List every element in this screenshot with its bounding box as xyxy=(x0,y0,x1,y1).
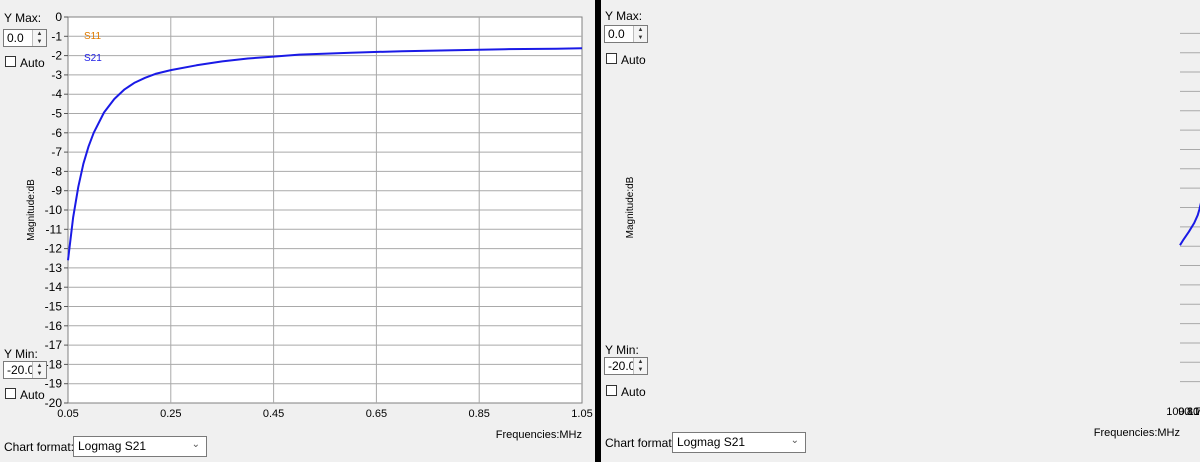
y-axis-label: Magnitude:dB xyxy=(625,176,636,238)
spin-down-icon[interactable]: ▼ xyxy=(36,371,43,377)
y-tick-label: -13 xyxy=(45,261,63,275)
spin-arrows[interactable]: ▲ ▼ xyxy=(32,362,46,378)
y-tick-label: -2 xyxy=(51,49,62,63)
x-axis-label: Frequencies:MHz xyxy=(1094,427,1180,439)
ymin-spinbox[interactable]: -20.0 ▲ ▼ xyxy=(604,357,648,375)
chart-format-dropdown[interactable]: Logmag S21 ⌄ xyxy=(73,436,207,457)
ymax-label: Y Max: xyxy=(4,11,42,25)
x-tick-label: 100.1 xyxy=(1166,406,1194,418)
spin-arrows[interactable]: ▲ ▼ xyxy=(32,30,46,46)
ymax-value: 0.0 xyxy=(7,31,24,45)
ymin-label: Y Min: xyxy=(4,347,38,361)
y-tick-label: -8 xyxy=(51,164,62,178)
auto-label-bottom: Auto xyxy=(20,388,45,402)
y-tick-label: -17 xyxy=(45,338,63,352)
spin-up-icon[interactable]: ▲ xyxy=(637,27,644,33)
chart-format-label: Chart format: xyxy=(4,440,75,454)
series-line-s21 xyxy=(67,47,583,261)
chart-format-label: Chart format: xyxy=(605,436,676,450)
legend-item-s21: S21 xyxy=(84,53,102,64)
x-tick-label: 0.45 xyxy=(263,408,284,420)
chart-format-value: Logmag S21 xyxy=(78,439,147,453)
auto-label-bottom: Auto xyxy=(621,385,646,399)
y-tick-label: -16 xyxy=(45,319,63,333)
ymin-label: Y Min: xyxy=(605,343,639,357)
y-tick-label: -10 xyxy=(45,203,63,217)
ymin-value: -20.0 xyxy=(7,363,35,377)
chart-plot-left: 0 -1 -2 -3 -4 -5 -6 -7 -8 -9 -10 -11 -12 -13 -14 -15 -16… xyxy=(26,10,593,441)
x-tick-label: 80.1 xyxy=(1187,406,1200,418)
ymax-value: 0.0 xyxy=(608,27,625,41)
auto-label-top: Auto xyxy=(621,53,646,67)
chart-format-value: Logmag S21 xyxy=(677,435,746,449)
auto-checkbox-bottom[interactable] xyxy=(5,388,16,399)
y-tick-label: -7 xyxy=(51,145,62,159)
y-tick-label: 0 xyxy=(55,10,62,24)
y-tick-label: -11 xyxy=(46,222,63,236)
ymin-spinbox[interactable]: -20.0 ▲ ▼ xyxy=(3,361,47,379)
spin-down-icon[interactable]: ▼ xyxy=(637,35,644,41)
y-tick-label: -1 xyxy=(51,29,62,43)
y-axis-label: Magnitude:dB xyxy=(26,179,37,241)
auto-checkbox-top[interactable] xyxy=(606,53,617,64)
x-tick-label: 90.1 xyxy=(1178,406,1199,418)
y-tick-label: -14 xyxy=(45,280,63,294)
y-tick-label: -15 xyxy=(45,300,63,314)
y-tick-label: -9 xyxy=(51,184,62,198)
spin-up-icon[interactable]: ▲ xyxy=(637,359,644,365)
y-tick-label: -19 xyxy=(45,377,63,391)
auto-checkbox-top[interactable] xyxy=(5,56,16,67)
ymax-spinbox[interactable]: 0.0 ▲ ▼ xyxy=(3,29,47,47)
y-tick-label: -20 xyxy=(45,396,63,410)
spin-up-icon[interactable]: ▲ xyxy=(36,31,43,37)
auto-checkbox-bottom[interactable] xyxy=(606,385,617,396)
spin-down-icon[interactable]: ▼ xyxy=(637,367,644,373)
spin-down-icon[interactable]: ▼ xyxy=(36,39,43,45)
y-tick-label: -18 xyxy=(45,357,63,371)
chevron-down-icon[interactable]: ⌄ xyxy=(790,435,799,446)
chevron-down-icon[interactable]: ⌄ xyxy=(191,439,200,450)
chart-panel-right: 0-1-2-3-4-5-6-7-8-9-10-11-12-13-14-15-16… xyxy=(601,0,1200,462)
ymax-spinbox[interactable]: 0.0 ▲ ▼ xyxy=(604,25,648,43)
legend-item-s11: S11 xyxy=(84,31,101,42)
x-tick-label: 0.25 xyxy=(160,408,181,420)
ymax-label: Y Max: xyxy=(605,9,643,23)
spin-arrows[interactable]: ▲ ▼ xyxy=(633,358,647,374)
spin-up-icon[interactable]: ▲ xyxy=(36,363,43,369)
panel-divider xyxy=(595,0,601,462)
x-tick-label: 0.65 xyxy=(366,408,387,420)
y-tick-label: -5 xyxy=(51,107,62,121)
x-tick-label: 0.05 xyxy=(57,408,78,420)
y-tick-label: -4 xyxy=(51,87,62,101)
x-axis-label: Frequencies:MHz xyxy=(496,429,582,441)
chart-plot-right: 0-1-2-3-4-5-6-7-8-9-10-11-12-13-14-15-16… xyxy=(625,32,1200,439)
chart-panel-left: 0 -1 -2 -3 -4 -5 -6 -7 -8 -9 -10 -11 -12 -13 -14 -15 -16… xyxy=(0,0,595,462)
x-tick-label: 70.1 xyxy=(1196,406,1200,418)
auto-label-top: Auto xyxy=(20,56,45,70)
y-tick-label: -12 xyxy=(45,242,63,256)
x-tick-label: 1.05 xyxy=(571,408,592,420)
ymin-value: -20.0 xyxy=(608,359,636,373)
x-tick-label: 0.85 xyxy=(468,408,489,420)
y-tick-label: -6 xyxy=(51,126,62,140)
spin-arrows[interactable]: ▲ ▼ xyxy=(633,26,647,42)
chart-format-dropdown[interactable]: Logmag S21 ⌄ xyxy=(672,432,806,453)
y-tick-label: -3 xyxy=(51,68,62,82)
series-line-s21 xyxy=(1179,202,1200,246)
